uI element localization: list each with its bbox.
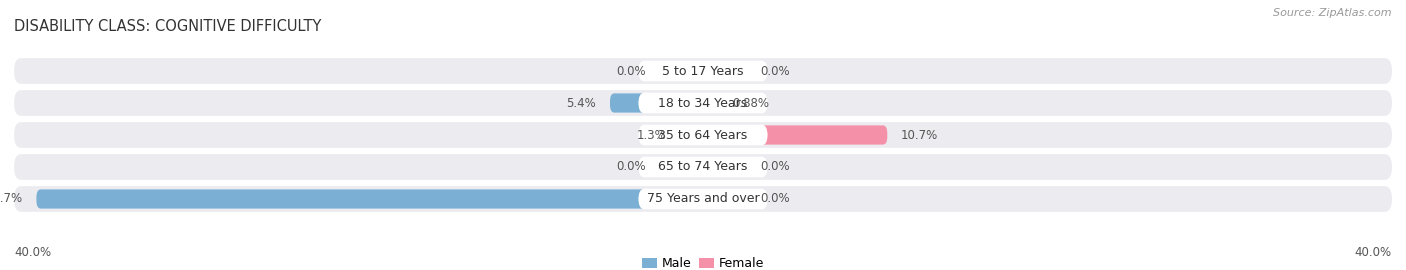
- FancyBboxPatch shape: [703, 93, 718, 113]
- FancyBboxPatch shape: [610, 93, 703, 113]
- Text: 1.3%: 1.3%: [637, 129, 666, 141]
- FancyBboxPatch shape: [681, 125, 703, 145]
- FancyBboxPatch shape: [14, 90, 1392, 116]
- Text: 35 to 64 Years: 35 to 64 Years: [658, 129, 748, 141]
- FancyBboxPatch shape: [703, 125, 887, 145]
- Text: 40.0%: 40.0%: [1355, 246, 1392, 259]
- FancyBboxPatch shape: [638, 60, 768, 81]
- Text: 0.0%: 0.0%: [617, 65, 647, 77]
- Text: 0.0%: 0.0%: [759, 160, 789, 174]
- Legend: Male, Female: Male, Female: [641, 258, 765, 270]
- FancyBboxPatch shape: [14, 154, 1392, 180]
- Text: 5 to 17 Years: 5 to 17 Years: [662, 65, 744, 77]
- Text: 5.4%: 5.4%: [567, 96, 596, 110]
- FancyBboxPatch shape: [638, 124, 768, 146]
- FancyBboxPatch shape: [638, 157, 768, 177]
- FancyBboxPatch shape: [703, 157, 747, 177]
- FancyBboxPatch shape: [638, 189, 768, 210]
- Text: 0.0%: 0.0%: [759, 65, 789, 77]
- Text: 10.7%: 10.7%: [901, 129, 938, 141]
- Text: DISABILITY CLASS: COGNITIVE DIFFICULTY: DISABILITY CLASS: COGNITIVE DIFFICULTY: [14, 19, 322, 34]
- FancyBboxPatch shape: [14, 58, 1392, 84]
- Text: 75 Years and over: 75 Years and over: [647, 193, 759, 205]
- FancyBboxPatch shape: [659, 157, 703, 177]
- FancyBboxPatch shape: [37, 189, 703, 209]
- Text: 0.0%: 0.0%: [759, 193, 789, 205]
- FancyBboxPatch shape: [638, 93, 768, 113]
- FancyBboxPatch shape: [659, 61, 703, 81]
- FancyBboxPatch shape: [703, 189, 747, 209]
- Text: Source: ZipAtlas.com: Source: ZipAtlas.com: [1274, 8, 1392, 18]
- FancyBboxPatch shape: [703, 61, 747, 81]
- FancyBboxPatch shape: [14, 122, 1392, 148]
- Text: 38.7%: 38.7%: [0, 193, 22, 205]
- Text: 0.88%: 0.88%: [733, 96, 769, 110]
- Text: 18 to 34 Years: 18 to 34 Years: [658, 96, 748, 110]
- Text: 40.0%: 40.0%: [14, 246, 51, 259]
- Text: 0.0%: 0.0%: [617, 160, 647, 174]
- Text: 65 to 74 Years: 65 to 74 Years: [658, 160, 748, 174]
- FancyBboxPatch shape: [14, 186, 1392, 212]
